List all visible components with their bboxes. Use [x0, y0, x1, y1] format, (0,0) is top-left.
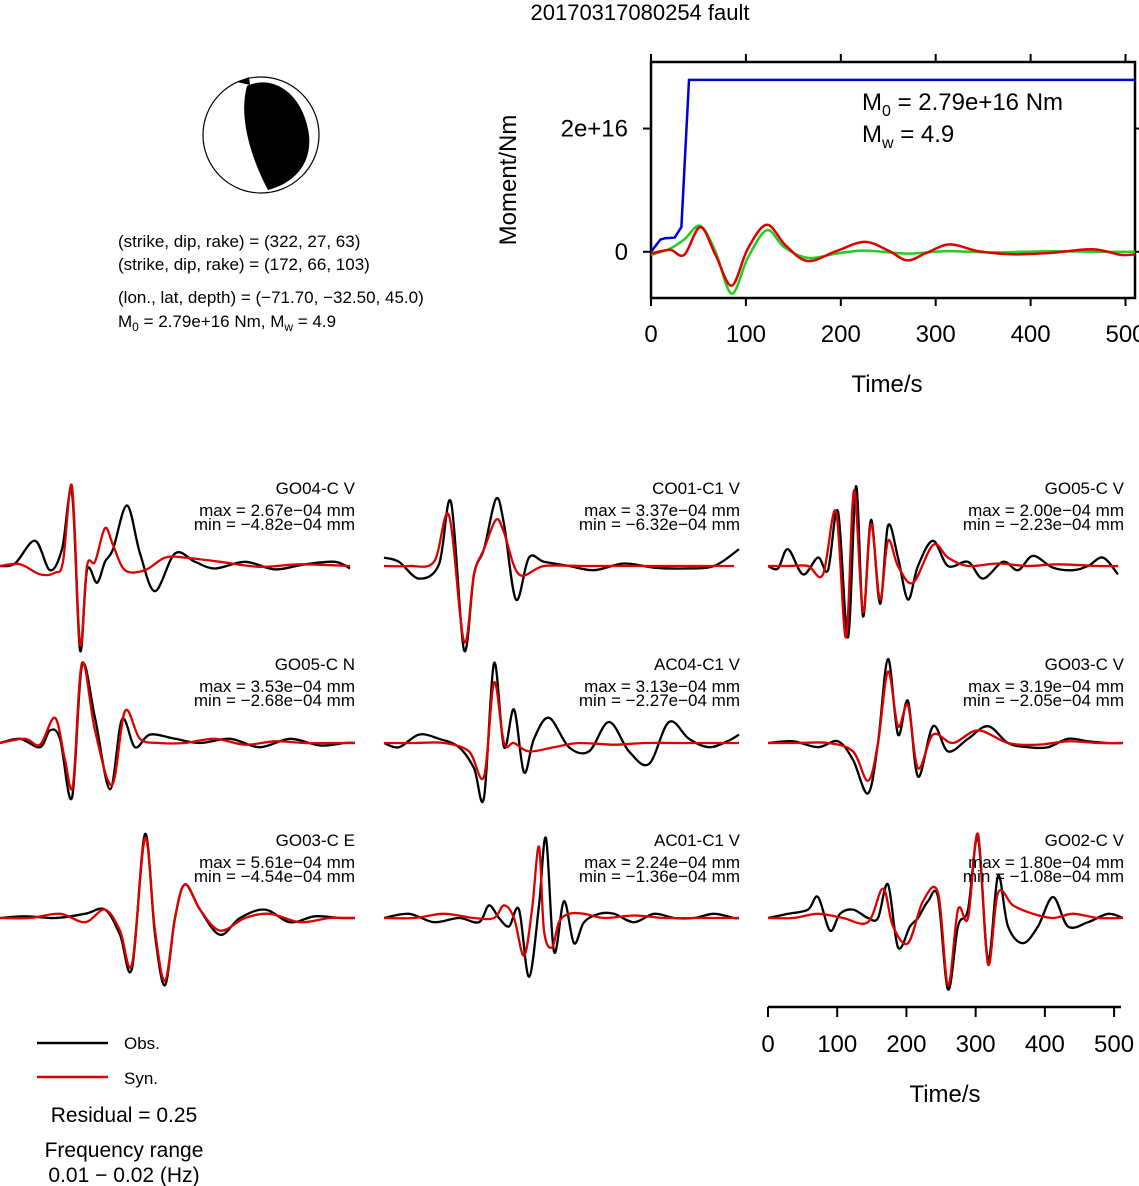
- min-amplitude-label: min = −4.82e−04 mm: [194, 515, 355, 534]
- source-info: (strike, dip, rake) = (322, 27, 63) (str…: [118, 232, 424, 334]
- moment-plot-mw-label: Mw = 4.9: [862, 121, 954, 152]
- waveform-axis-tick-label: 100: [817, 1031, 857, 1058]
- moment-ytick-label: 2e+16: [561, 116, 628, 143]
- waveform-axis-tick-label: 500: [1094, 1031, 1134, 1058]
- station-label: CO01-C1 V: [652, 479, 741, 498]
- station-label: GO03-C E: [276, 831, 355, 850]
- moment-plot-series: [650, 78, 1136, 295]
- synthetic-trace: [0, 661, 355, 791]
- max-amplitude-label: max = 1.80e−04 mm: [968, 853, 1124, 872]
- station-label: AC01-C1 V: [654, 831, 741, 850]
- synthetic-moment-curve: [650, 223, 1136, 287]
- max-amplitude-label: max = 3.13e−04 mm: [584, 677, 740, 696]
- stf-curve: [650, 224, 1136, 295]
- min-amplitude-label: min = −2.27e−04 mm: [579, 691, 740, 710]
- max-amplitude-label: max = 2.00e−04 mm: [968, 501, 1124, 520]
- min-amplitude-label: min = −6.32e−04 mm: [579, 515, 740, 534]
- max-amplitude-label: max = 2.24e−04 mm: [584, 853, 740, 872]
- figure-title: 20170317080254 fault: [531, 0, 750, 25]
- max-amplitude-label: max = 3.37e−04 mm: [584, 501, 740, 520]
- location-depth: (lon., lat, depth) = (−71.70, −32.50, 45…: [118, 288, 424, 307]
- moment-xtick-label: 0: [644, 321, 657, 348]
- moment-magnitude-line: M0 = 2.79e+16 Nm, Mw = 4.9: [118, 312, 336, 334]
- waveform-axis-tick-label: 0: [761, 1031, 774, 1058]
- moment-plot-frame: [649, 60, 1137, 300]
- station-label: GO05-C V: [1045, 479, 1125, 498]
- waveform-axis-tick-label: 200: [886, 1031, 926, 1058]
- nodal-plane-1: (strike, dip, rake) = (322, 27, 63): [118, 232, 360, 251]
- frequency-range: 0.01 − 0.02 (Hz): [48, 1164, 199, 1186]
- max-amplitude-label: max = 3.53e−04 mm: [199, 677, 355, 696]
- min-amplitude-label: min = −1.08e−04 mm: [963, 867, 1124, 886]
- synthetic-trace: [383, 845, 739, 957]
- synthetic-trace: [0, 837, 356, 983]
- waveform-time-axis: Time/s 0 100 200 300 400 500: [761, 1005, 1134, 1108]
- moment-plot-m0-label: M0 = 2.79e+16 Nm: [862, 89, 1063, 120]
- beachball: [202, 76, 320, 194]
- min-amplitude-label: min = −1.36e−04 mm: [579, 867, 740, 886]
- station-label: GO05-C N: [275, 655, 355, 674]
- observed-trace: [0, 488, 351, 653]
- max-amplitude-label: max = 2.67e−04 mm: [199, 501, 355, 520]
- min-amplitude-label: min = −2.68e−04 mm: [194, 691, 355, 710]
- legend: Obs. Syn. Residual = 0.25 Frequency rang…: [37, 1034, 203, 1186]
- station-label: GO04-C V: [276, 479, 356, 498]
- station-label: GO02-C V: [1045, 831, 1125, 850]
- moment-curve: [650, 78, 1135, 253]
- frequency-title: Frequency range: [45, 1139, 204, 1162]
- moment-xtick-label: 300: [916, 321, 956, 348]
- legend-obs-label: Obs.: [124, 1034, 160, 1053]
- beachball-compressional-lobe: [244, 82, 310, 190]
- synthetic-trace: [768, 670, 1124, 782]
- min-amplitude-label: min = −2.23e−04 mm: [963, 515, 1124, 534]
- max-amplitude-label: max = 3.19e−04 mm: [968, 677, 1124, 696]
- legend-syn-label: Syn.: [124, 1069, 158, 1088]
- moment-ytick-label: 0: [615, 239, 628, 266]
- observed-trace: [767, 485, 1119, 639]
- moment-xtick-label: 200: [821, 321, 861, 348]
- moment-plot-ylabel: Moment/Nm: [495, 115, 522, 246]
- synthetic-trace: [767, 832, 1124, 987]
- synthetic-trace: [0, 483, 351, 647]
- beachball-small-lobe: [237, 77, 250, 85]
- synthetic-trace: [384, 681, 739, 781]
- moment-xtick-label: 400: [1011, 321, 1051, 348]
- observed-trace: [0, 832, 356, 987]
- nodal-plane-2: (strike, dip, rake) = (172, 66, 103): [118, 255, 370, 274]
- synthetic-trace: [383, 512, 734, 644]
- moment-xtick-label: 500: [1105, 321, 1139, 348]
- min-amplitude-label: min = −2.05e−04 mm: [963, 691, 1124, 710]
- observed-trace: [767, 657, 1124, 795]
- moment-plot-ticks: 0 100 200 300 400 500 0 2e+16: [561, 54, 1139, 348]
- waveform-axis-xlabel: Time/s: [909, 1081, 980, 1108]
- moment-xtick-label: 100: [726, 321, 766, 348]
- station-label: GO03-C V: [1045, 655, 1125, 674]
- station-label: AC04-C1 V: [654, 655, 741, 674]
- moment-plot-xlabel: Time/s: [851, 371, 922, 398]
- waveform-axis-tick-label: 300: [956, 1031, 996, 1058]
- max-amplitude-label: max = 5.61e−04 mm: [199, 853, 355, 872]
- synthetic-trace: [767, 489, 1119, 639]
- waveform-axis-tick-label: 400: [1025, 1031, 1065, 1058]
- min-amplitude-label: min = −4.54e−04 mm: [194, 867, 355, 886]
- residual-label: Residual = 0.25: [51, 1104, 198, 1127]
